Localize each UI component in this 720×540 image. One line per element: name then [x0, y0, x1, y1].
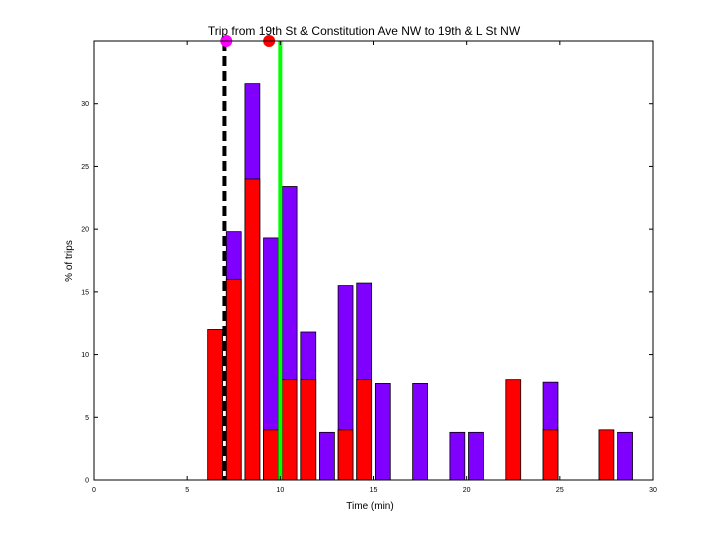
red-bar-8 — [505, 379, 522, 481]
y-axis-ticks: 0 5 10 15 20 25 30 — [81, 101, 653, 485]
red-bar-10 — [598, 429, 615, 481]
purple-bar-5 — [319, 431, 335, 481]
x-tick-label-4: 20 — [463, 487, 471, 494]
x-axis-title: Time (min) — [346, 501, 393, 512]
chart-title: Trip from 19th St & Constitution Ave NW … — [208, 24, 521, 38]
y-tick-label-4: 20 — [81, 227, 89, 234]
x-tick-label-1: 5 — [185, 487, 189, 494]
red-bar-7 — [356, 379, 373, 481]
y-tick-label-3: 15 — [81, 289, 89, 296]
red-bar-2 — [244, 178, 261, 481]
red-bar-4 — [281, 379, 298, 481]
reference-lines-group — [222, 41, 283, 480]
red-bar-1 — [225, 278, 242, 481]
purple-bar-11 — [468, 431, 484, 481]
red-bar-5 — [300, 379, 317, 481]
red-bar-6 — [337, 429, 354, 481]
y-tick-label-5: 25 — [81, 164, 89, 171]
y-tick-label-0: 0 — [85, 478, 89, 485]
x-tick-label-0: 0 — [92, 487, 96, 494]
x-tick-label-5: 25 — [556, 487, 564, 494]
red-bar-3 — [263, 429, 279, 481]
y-tick-label-1: 5 — [85, 415, 89, 422]
red-bars-group — [207, 178, 615, 481]
purple-bar-10 — [449, 431, 466, 481]
purple-bar-8 — [374, 383, 391, 481]
plot-area — [94, 41, 653, 480]
x-tick-label-3: 15 — [370, 487, 378, 494]
y-axis-title: % of trips — [64, 240, 75, 282]
red-bar-0 — [207, 329, 223, 481]
x-axis-ticks: 0 5 10 15 20 25 30 — [92, 41, 657, 494]
y-tick-label-6: 30 — [81, 101, 89, 108]
y-tick-label-2: 10 — [81, 352, 89, 359]
purple-bar-13 — [617, 431, 633, 481]
x-tick-label-2: 10 — [276, 487, 284, 494]
red-bar-9 — [542, 429, 559, 481]
purple-bar-9 — [412, 383, 428, 481]
x-tick-label-6: 30 — [649, 487, 657, 494]
